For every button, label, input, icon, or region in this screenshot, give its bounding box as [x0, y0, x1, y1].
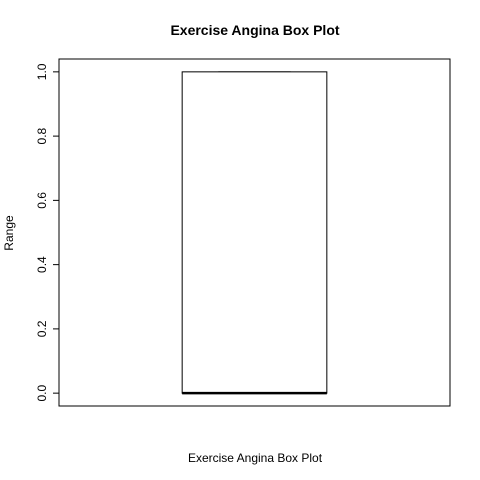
y-tick-label: 0.0 — [35, 384, 49, 401]
y-tick-label: 0.2 — [35, 320, 49, 337]
box-group — [181, 71, 328, 395]
x-axis-label: Exercise Angina Box Plot — [188, 451, 323, 465]
y-tick-label: 0.6 — [35, 192, 49, 209]
y-axis-label: Range — [2, 215, 16, 251]
y-tick-label: 0.8 — [35, 127, 49, 144]
y-tick-label: 1.0 — [35, 63, 49, 80]
chart-title: Exercise Angina Box Plot — [170, 22, 339, 38]
y-tick-label: 0.4 — [35, 256, 49, 273]
box-body — [181, 71, 328, 394]
y-axis: 0.0 0.2 0.4 0.6 0.8 1.0 — [35, 63, 60, 401]
